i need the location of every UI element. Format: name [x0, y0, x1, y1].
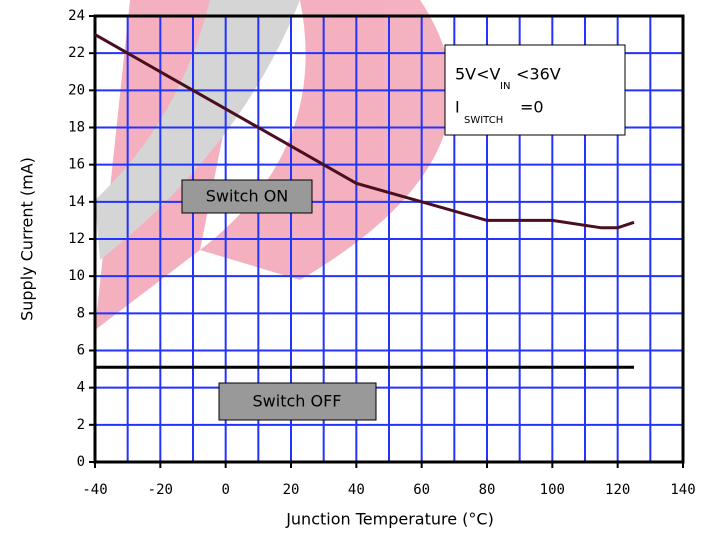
condition-sub: IN [500, 81, 510, 92]
annotation: Switch ON [206, 187, 289, 206]
annotation: Switch OFF [253, 392, 342, 411]
condition-sub: SWITCH [464, 115, 503, 126]
condition-text: =0 [520, 98, 544, 117]
y-tick-label: 8 [77, 305, 85, 321]
condition-text: 5V<V [455, 65, 501, 84]
y-axis-label: Supply Current (mA) [18, 157, 37, 321]
x-tick-label: 20 [283, 482, 300, 498]
y-tick-label: 12 [68, 231, 85, 247]
y-tick-label: 20 [68, 82, 85, 98]
y-tick-label: 22 [68, 45, 85, 61]
x-tick-label: -20 [148, 482, 173, 498]
y-tick-label: 6 [77, 343, 85, 359]
annotation-on: Switch ON [181, 179, 313, 214]
y-tick-label: 4 [77, 380, 85, 396]
x-tick-label: 60 [413, 482, 430, 498]
y-tick-label: 14 [68, 194, 85, 210]
y-tick-label: 0 [77, 454, 85, 470]
condition-text: <36V [516, 65, 561, 84]
y-tick-label: 24 [68, 8, 85, 24]
x-axis-label: Junction Temperature (°C) [285, 510, 494, 529]
plot-frame [93, 14, 685, 464]
y-tick-label: 2 [77, 417, 85, 433]
y-tick-label: 10 [68, 268, 85, 284]
x-tick-label: 140 [670, 482, 695, 498]
y-tick-label: 16 [68, 157, 85, 173]
watermark-shape [95, 0, 300, 260]
plot-area: -40 -20 0 20 40 60 80 100 120 1400246810121416182… [68, 8, 696, 498]
conditions-box: 5V<V IN <36V I SWITCH =0 [444, 44, 626, 136]
annotation-off: Switch OFF [218, 382, 377, 421]
x-tick-label: -40 [82, 482, 107, 498]
x-tick-label: 100 [540, 482, 565, 498]
y-tick-label: 18 [68, 120, 85, 136]
x-tick-label: 120 [605, 482, 630, 498]
conditions-frame [444, 44, 626, 136]
series-line [94, 33, 635, 230]
x-tick-label: 80 [479, 482, 496, 498]
condition-text: I [455, 98, 460, 117]
annotation-box [181, 179, 313, 214]
x-tick-label: 0 [221, 482, 229, 498]
annotation-box [218, 382, 377, 421]
x-tick-label: 40 [348, 482, 365, 498]
